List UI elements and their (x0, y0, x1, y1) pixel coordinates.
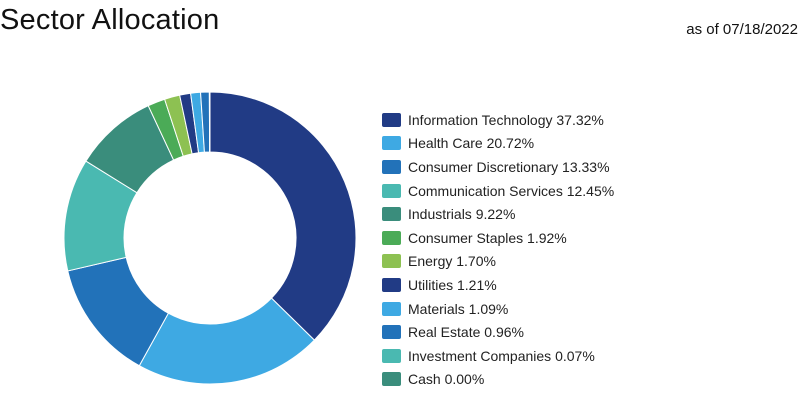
legend-item-utilities[interactable]: Utilities 1.21% (382, 273, 614, 297)
legend-swatch (382, 254, 401, 269)
chart-legend: Information Technology 37.32% Health Care… (382, 108, 614, 391)
legend-swatch (382, 325, 401, 340)
legend-swatch (382, 112, 401, 127)
legend-item-consumer-discretionary[interactable]: Consumer Discretionary 13.33% (382, 155, 614, 179)
slice-investment-companies[interactable] (208, 91, 211, 153)
legend-label: Consumer Discretionary 13.33% (408, 158, 610, 175)
legend-swatch (382, 230, 401, 245)
legend-label: Industrials 9.22% (408, 206, 516, 223)
legend-item-energy[interactable]: Energy 1.70% (382, 250, 614, 274)
legend-item-materials[interactable]: Materials 1.09% (382, 297, 614, 321)
legend-swatch (382, 277, 401, 292)
legend-swatch (382, 183, 401, 198)
legend-swatch (382, 372, 401, 387)
legend-item-real-estate[interactable]: Real Estate 0.96% (382, 320, 614, 344)
legend-label: Information Technology 37.32% (408, 111, 604, 128)
page-title: Sector Allocation (0, 4, 220, 36)
legend-label: Health Care 20.72% (408, 135, 535, 152)
legend-label: Cash 0.00% (408, 371, 485, 388)
as-of-date: as of 07/18/2022 (686, 21, 798, 38)
legend-swatch (382, 207, 401, 222)
legend-item-information-technology[interactable]: Information Technology 37.32% (382, 108, 614, 132)
legend-item-investment-companies[interactable]: Investment Companies 0.07% (382, 344, 614, 368)
legend-label: Real Estate 0.96% (408, 324, 524, 341)
legend-item-consumer-staples[interactable]: Consumer Staples 1.92% (382, 226, 614, 250)
legend-item-industrials[interactable]: Industrials 9.22% (382, 202, 614, 226)
legend-label: Communication Services 12.45% (408, 182, 615, 199)
legend-swatch (382, 136, 401, 151)
legend-label: Investment Companies 0.07% (408, 347, 595, 364)
legend-swatch (382, 159, 401, 174)
legend-item-cash[interactable]: Cash 0.00% (382, 368, 614, 392)
sector-donut-chart (63, 91, 357, 385)
legend-label: Consumer Staples 1.92% (408, 229, 567, 246)
slice-information-technology[interactable] (209, 91, 357, 341)
legend-swatch (382, 301, 401, 316)
legend-label: Materials 1.09% (408, 300, 509, 317)
legend-label: Utilities 1.21% (408, 276, 497, 293)
legend-item-communication-services[interactable]: Communication Services 12.45% (382, 179, 614, 203)
legend-swatch (382, 348, 401, 363)
legend-label: Energy 1.70% (408, 253, 496, 270)
legend-item-health-care[interactable]: Health Care 20.72% (382, 132, 614, 156)
